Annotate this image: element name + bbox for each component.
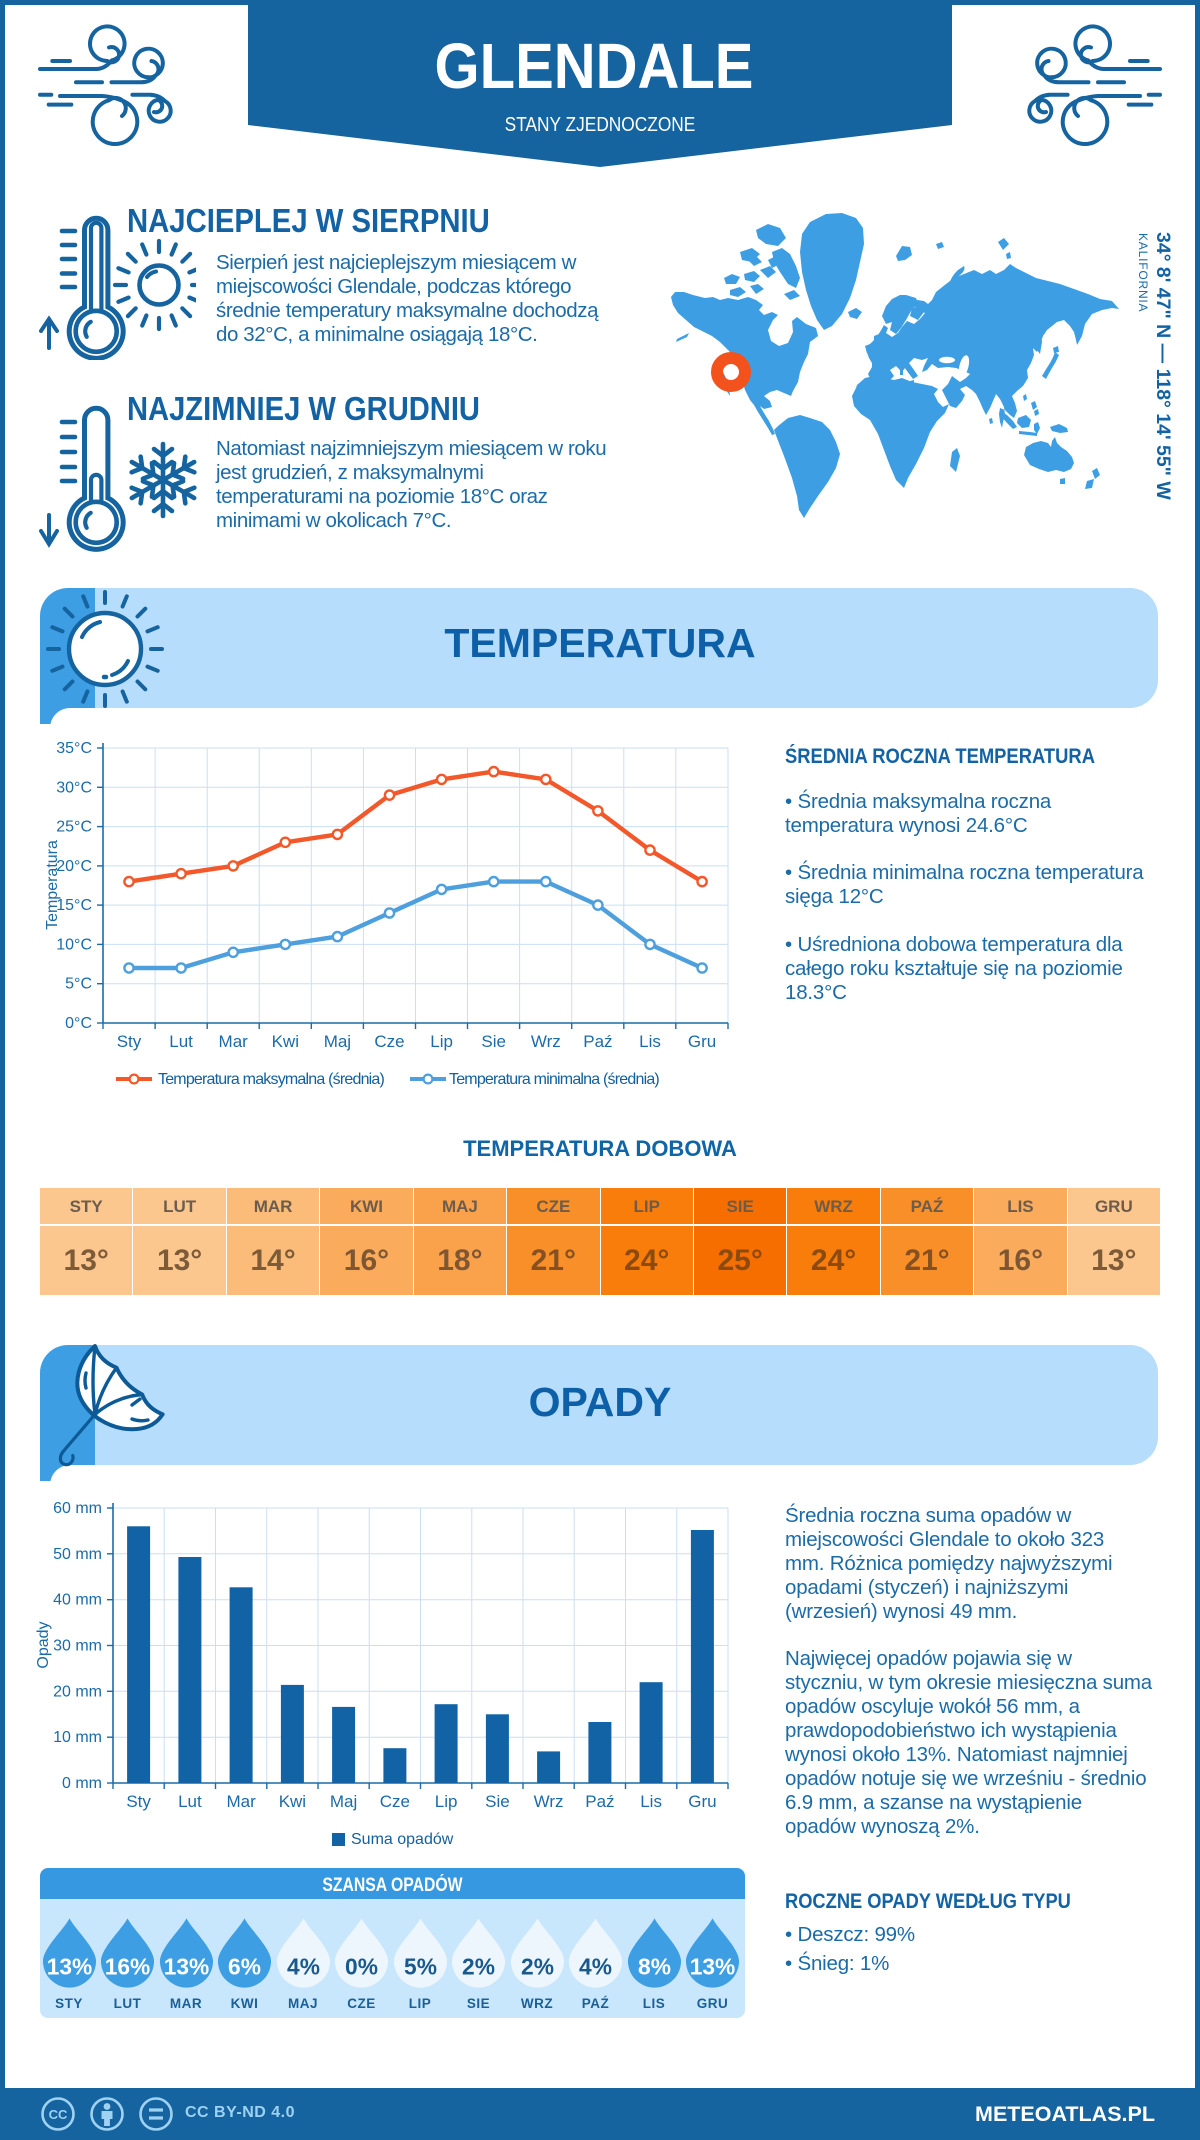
svg-text:0%: 0% (345, 1953, 378, 1979)
svg-text:Sty: Sty (117, 1032, 142, 1051)
svg-text:Lis: Lis (639, 1032, 661, 1051)
svg-text:0°C: 0°C (65, 1015, 92, 1032)
svg-text:Lis: Lis (640, 1792, 662, 1811)
svg-text:4%: 4% (579, 1953, 612, 1979)
svg-text:2%: 2% (521, 1953, 554, 1979)
svg-text:Temperatura: Temperatura (44, 840, 61, 930)
svg-text:0 mm: 0 mm (62, 1775, 102, 1792)
svg-text:15°C: 15°C (56, 897, 92, 914)
svg-text:40 mm: 40 mm (53, 1592, 102, 1609)
svg-text:6%: 6% (228, 1953, 261, 1979)
svg-text:Wrz: Wrz (534, 1792, 564, 1811)
svg-text:4%: 4% (287, 1953, 320, 1979)
svg-text:16%: 16% (105, 1953, 151, 1979)
svg-text:Lut: Lut (169, 1032, 193, 1051)
svg-text:2%: 2% (462, 1953, 495, 1979)
svg-text:13%: 13% (163, 1953, 209, 1979)
svg-text:CC: CC (49, 2107, 68, 2122)
svg-text:Lut: Lut (178, 1792, 202, 1811)
svg-text:Temperatura minimalna (średnia: Temperatura minimalna (średnia) (449, 1071, 659, 1088)
svg-text:50 mm: 50 mm (53, 1546, 102, 1563)
svg-text:Sie: Sie (485, 1792, 510, 1811)
svg-text:20 mm: 20 mm (53, 1683, 102, 1700)
svg-text:13%: 13% (46, 1953, 92, 1979)
svg-text:Temperatura maksymalna (średni: Temperatura maksymalna (średnia) (158, 1071, 385, 1088)
svg-text:Gru: Gru (688, 1792, 716, 1811)
svg-text:5°C: 5°C (65, 976, 92, 993)
svg-text:Lip: Lip (430, 1032, 453, 1051)
svg-text:Sty: Sty (126, 1792, 151, 1811)
svg-text:8%: 8% (638, 1953, 671, 1979)
svg-text:30°C: 30°C (56, 779, 92, 796)
svg-text:13%: 13% (690, 1953, 736, 1979)
svg-text:Paź: Paź (585, 1792, 614, 1811)
svg-text:5%: 5% (404, 1953, 437, 1979)
svg-text:Opady: Opady (35, 1621, 52, 1668)
svg-text:30 mm: 30 mm (53, 1638, 102, 1655)
svg-text:Lip: Lip (435, 1792, 458, 1811)
svg-text:Wrz: Wrz (531, 1032, 561, 1051)
svg-text:Mar: Mar (219, 1032, 249, 1051)
svg-text:20°C: 20°C (56, 858, 92, 875)
svg-text:Cze: Cze (380, 1792, 410, 1811)
svg-text:Gru: Gru (688, 1032, 716, 1051)
svg-text:10°C: 10°C (56, 936, 92, 953)
svg-text:Kwi: Kwi (272, 1032, 299, 1051)
svg-text:Maj: Maj (330, 1792, 357, 1811)
svg-text:Paź: Paź (583, 1032, 612, 1051)
svg-text:25°C: 25°C (56, 819, 92, 836)
svg-text:60 mm: 60 mm (53, 1500, 102, 1517)
svg-text:35°C: 35°C (56, 740, 92, 757)
svg-text:Sie: Sie (481, 1032, 506, 1051)
svg-text:10 mm: 10 mm (53, 1729, 102, 1746)
svg-text:Maj: Maj (324, 1032, 351, 1051)
svg-text:Mar: Mar (226, 1792, 256, 1811)
svg-text:Kwi: Kwi (279, 1792, 306, 1811)
svg-text:Cze: Cze (374, 1032, 404, 1051)
